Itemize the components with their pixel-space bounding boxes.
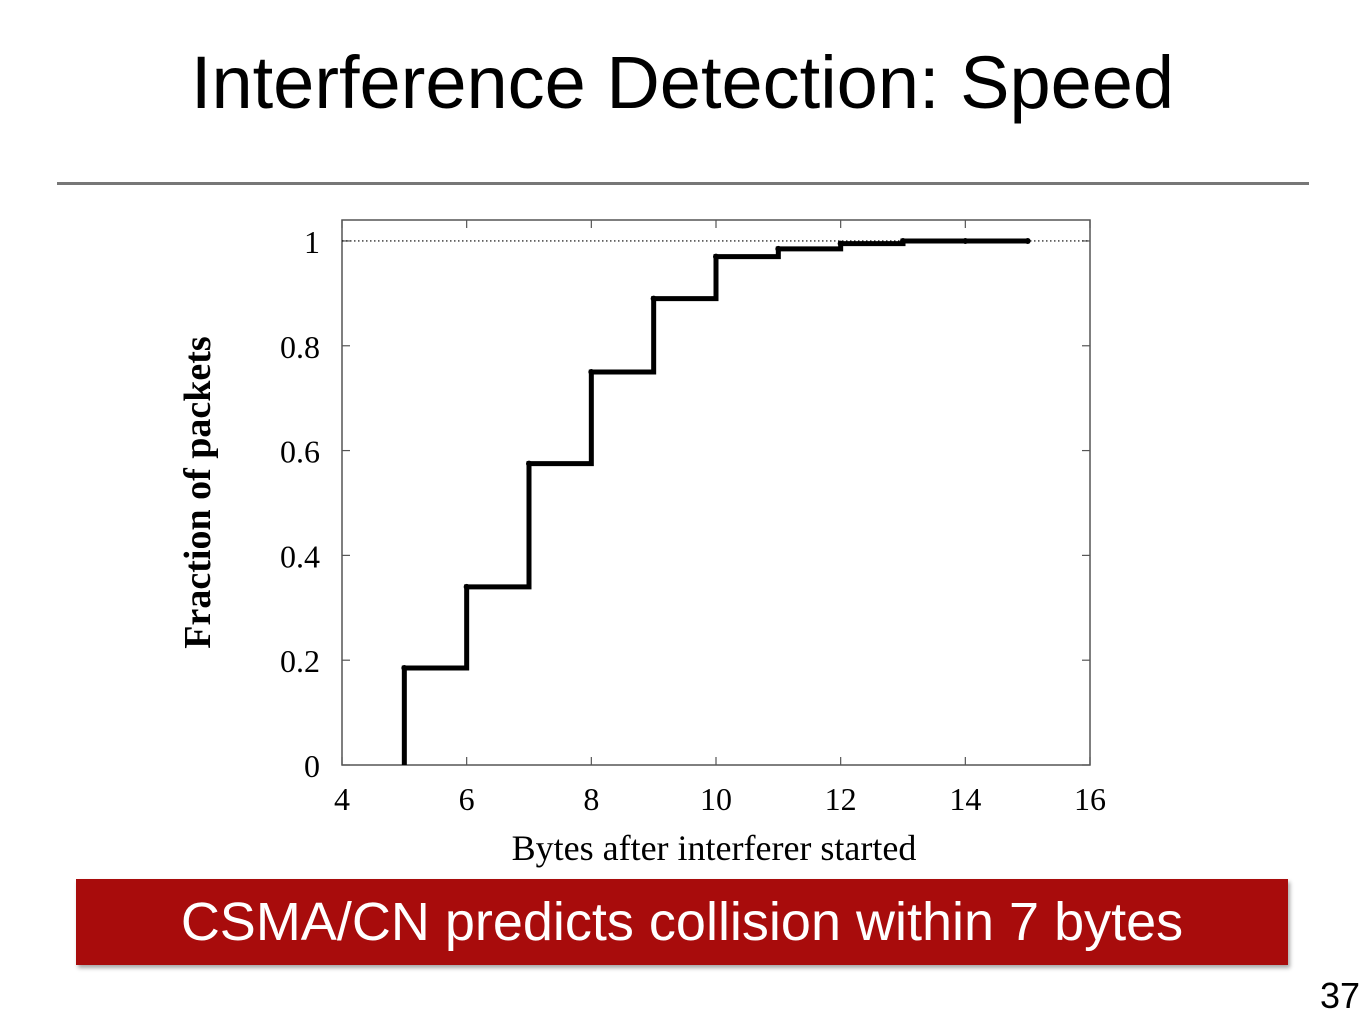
x-tick-label: 16 [1074, 781, 1106, 817]
series-points [401, 237, 1031, 672]
page-number: 37 [1319, 975, 1360, 1016]
title-divider [57, 182, 1309, 185]
data-point [1024, 237, 1031, 244]
x-tick-label: 10 [700, 781, 732, 817]
data-point [900, 237, 906, 244]
y-tick-label: 0.6 [280, 434, 320, 470]
axis-ticks [341, 220, 1091, 766]
data-point [588, 368, 595, 375]
x-tick-label: 12 [825, 781, 857, 817]
y-tick-labels: 0 0.2 0.4 0.6 0.8 1 [280, 224, 320, 784]
slide-title: Interference Detection: Speed [190, 41, 1175, 124]
data-point [713, 253, 719, 260]
y-tick-label: 0.2 [280, 643, 320, 679]
callout-banner: CSMA/CN predicts collision within 7 byte… [76, 879, 1288, 965]
data-point [463, 583, 470, 590]
data-point [401, 665, 408, 672]
x-tick-label: 6 [459, 781, 475, 817]
y-axis-label: Fraction of packets [177, 336, 219, 648]
x-tick-labels: 4 6 8 10 12 14 16 [334, 781, 1106, 817]
series-step-line [401, 238, 1028, 765]
y-tick-label: 1 [304, 224, 320, 260]
y-tick-label: 0.8 [280, 329, 320, 365]
x-axis-label: Bytes after interferer started [512, 828, 917, 868]
x-tick-label: 8 [583, 781, 599, 817]
data-point [650, 295, 657, 302]
data-point [837, 240, 844, 247]
data-point [526, 460, 532, 467]
cdf-chart: 0 0.2 0.4 0.6 0.8 1 4 6 8 10 12 14 16 Fraction of p… [177, 219, 1106, 868]
x-tick-label: 4 [334, 781, 350, 817]
data-point [775, 245, 782, 252]
y-tick-label: 0 [304, 748, 320, 784]
data-point [962, 237, 969, 244]
plot-frame [341, 219, 1091, 766]
y-tick-label: 0.4 [280, 538, 320, 574]
x-tick-label: 14 [949, 781, 981, 817]
